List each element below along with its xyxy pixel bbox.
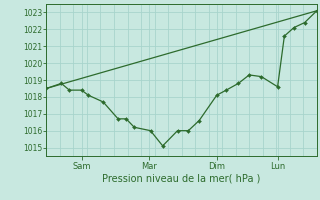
X-axis label: Pression niveau de la mer( hPa ): Pression niveau de la mer( hPa ) [102,173,261,183]
